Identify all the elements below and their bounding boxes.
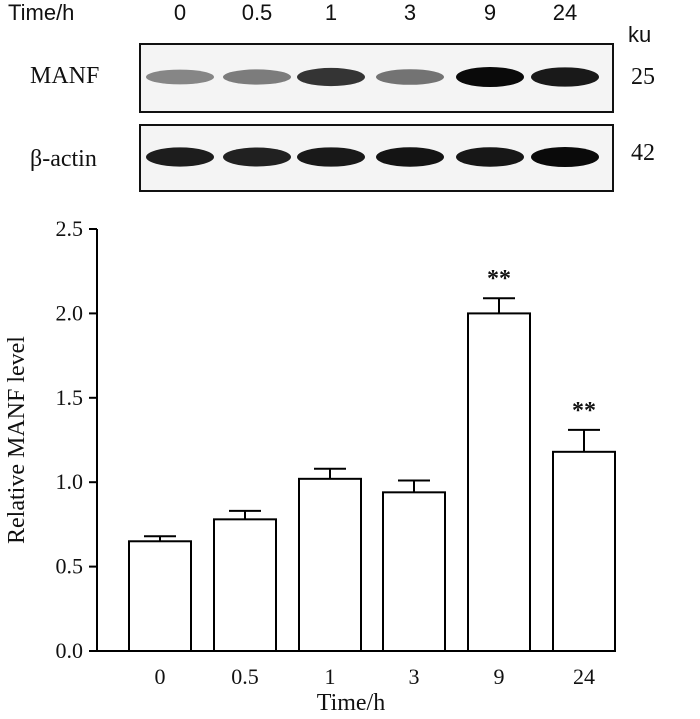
x-tick-label: 3 — [409, 664, 420, 689]
y-tick-label: 0.5 — [56, 554, 84, 579]
lane-label: 9 — [484, 0, 496, 25]
lane-label: 24 — [553, 0, 577, 25]
lane-label: 0 — [174, 0, 186, 25]
bar — [382, 491, 446, 652]
x-tick-label: 0 — [155, 664, 166, 689]
blot-band — [146, 147, 214, 167]
y-tick-label: 0.0 — [56, 638, 84, 663]
significance-marker: ** — [572, 398, 596, 424]
blot-band — [146, 69, 214, 85]
bar — [213, 518, 277, 652]
blot-band — [223, 69, 291, 85]
bar — [298, 477, 362, 652]
blot-band — [531, 147, 599, 167]
y-ticks: 0.0 0.5 1.0 1.5 2.0 2.5 — [56, 216, 97, 663]
blot-unit-label: ku — [628, 22, 651, 47]
y-tick-label: 2.0 — [56, 300, 84, 325]
bar — [128, 540, 192, 653]
blot-band — [456, 67, 524, 87]
x-tick-label: 1 — [325, 664, 336, 689]
blot-band — [297, 147, 365, 167]
blot-row-label: MANF — [30, 63, 99, 89]
blot-band — [297, 67, 365, 87]
blot-band — [223, 147, 291, 167]
blot-bands — [146, 147, 599, 167]
y-tick-label: 2.5 — [56, 216, 84, 241]
blot-row-manf: MANF 25 — [30, 43, 655, 113]
x-tick-label: 9 — [494, 664, 505, 689]
significance-marker: ** — [487, 266, 511, 292]
x-ticks: 0 0.5 1 3 9 24 — [155, 664, 596, 689]
bar — [552, 450, 616, 653]
blot-band — [376, 147, 444, 167]
lane-labels: 0 0.5 1 3 9 24 — [174, 0, 577, 25]
blot-bands — [146, 67, 599, 87]
y-tick-label: 1.0 — [56, 469, 84, 494]
x-tick-label: 0.5 — [231, 664, 259, 689]
blot-row-mw: 25 — [631, 64, 655, 90]
bar-chart: 0.0 0.5 1.0 1.5 2.0 2.5 0 0.5 1 3 9 24 ** ** Relati… — [4, 216, 616, 716]
bars: ** ** — [128, 266, 616, 653]
x-tick-label: 24 — [573, 664, 595, 689]
blot-band — [376, 69, 444, 85]
blot-row-label: β-actin — [30, 146, 97, 172]
y-tick-label: 1.5 — [56, 385, 84, 410]
lane-label: 0.5 — [242, 0, 273, 25]
bar — [467, 312, 531, 652]
blot-time-label: Time/h — [8, 0, 74, 25]
blot-band — [456, 147, 524, 167]
lane-label: 3 — [404, 0, 416, 25]
blot-row-actin: β-actin 42 — [30, 124, 655, 192]
blot-band — [531, 67, 599, 87]
y-axis-title: Relative MANF level — [4, 336, 30, 544]
blot-row-mw: 42 — [631, 140, 655, 166]
x-axis-title: Time/h — [317, 690, 385, 716]
lane-label: 1 — [325, 0, 337, 25]
